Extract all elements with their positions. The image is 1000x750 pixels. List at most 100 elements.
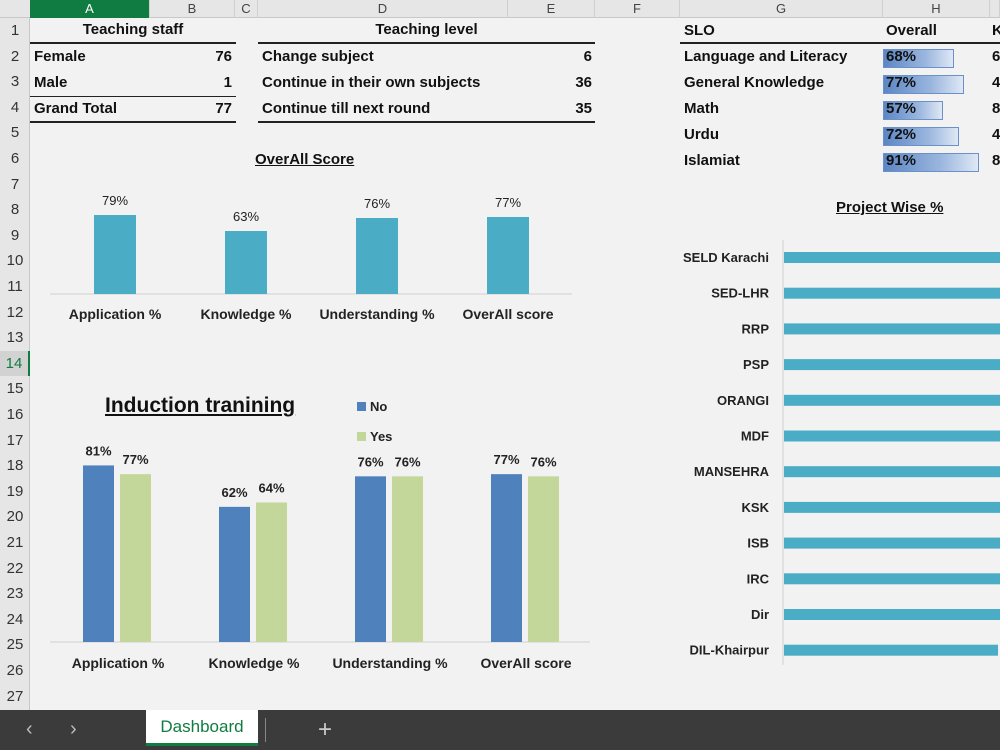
row-header-4[interactable]: 4	[10, 98, 20, 116]
column-header-bar: A B C D E F G H	[0, 0, 1000, 18]
column-header-h[interactable]: H	[883, 0, 990, 18]
row-header-9[interactable]: 9	[10, 226, 20, 244]
overall-score-data-label: 77%	[495, 195, 521, 210]
row-header-14[interactable]: 14	[0, 350, 30, 377]
project-wise-bar	[784, 252, 1000, 263]
column-header-b[interactable]: B	[150, 0, 235, 18]
induction-training-chart: 81% 77% Application % 62% 64% Knowledge % 76% 7…	[50, 399, 590, 671]
row-header-23[interactable]: 23	[6, 585, 24, 603]
project-wise-category-label: SED-LHR	[711, 286, 769, 301]
induction-data-label: 77%	[122, 452, 148, 467]
overall-score-category-label: Knowledge %	[200, 306, 292, 322]
row-header-25[interactable]: 25	[6, 636, 24, 654]
slo-next-col-value: 6	[992, 48, 1000, 65]
row-header-15[interactable]: 15	[6, 380, 24, 398]
project-wise-category-label: ORANGI	[717, 393, 769, 408]
teaching-staff-total-rule	[30, 96, 236, 97]
row-header-12[interactable]: 12	[6, 303, 24, 321]
overall-score-bar	[356, 218, 398, 294]
row-header-27[interactable]: 27	[6, 687, 24, 705]
teaching-level-label-continue-next: Continue till next round	[262, 100, 431, 117]
scroll-right-icon[interactable]: ›	[70, 718, 77, 740]
row-header-19[interactable]: 19	[6, 482, 24, 500]
slo-overall-value: 68%	[886, 48, 917, 65]
overall-score-bar	[94, 215, 136, 294]
row-header-20[interactable]: 20	[6, 508, 24, 526]
column-header-c[interactable]: C	[235, 0, 258, 18]
column-header-d[interactable]: D	[258, 0, 508, 18]
teaching-staff-header: Teaching staff	[82, 21, 184, 38]
overall-score-data-label: 63%	[233, 209, 259, 224]
slo-next-col-value: 8	[992, 100, 1000, 117]
slo-next-col-header: K	[992, 22, 1000, 39]
teaching-level-label-change: Change subject	[262, 48, 374, 65]
row-header-1[interactable]: 1	[10, 22, 20, 39]
teaching-staff-label-female: Female	[34, 48, 86, 65]
teaching-staff-label-male: Male	[34, 74, 68, 91]
project-wise-bar	[784, 323, 1000, 335]
overall-score-data-label: 76%	[364, 196, 390, 211]
teaching-staff-value-male: 1	[223, 74, 232, 91]
induction-data-label: 77%	[493, 452, 519, 467]
column-header-g[interactable]: G	[680, 0, 883, 18]
row-header-24[interactable]: 24	[6, 610, 24, 628]
slo-overall-databar	[883, 127, 959, 146]
column-header-e[interactable]: E	[508, 0, 595, 18]
induction-bar-yes	[256, 502, 287, 642]
row-header-5[interactable]: 5	[10, 124, 20, 142]
row-header-16[interactable]: 16	[6, 406, 24, 423]
overall-score-category-label: Understanding %	[319, 306, 435, 322]
induction-data-label: 76%	[394, 454, 420, 469]
induction-data-label: 76%	[357, 454, 383, 469]
row-header-26[interactable]: 26	[6, 662, 24, 679]
teaching-staff-label-total: Grand Total	[34, 100, 118, 117]
project-wise-bar	[784, 609, 1000, 620]
induction-legend-label: No	[370, 399, 387, 414]
project-wise-category-label: RRP	[742, 321, 770, 336]
slo-overall-value: 77%	[886, 74, 917, 91]
induction-bar-no	[355, 476, 386, 642]
row-header-3[interactable]: 3	[10, 73, 20, 91]
induction-category-label: OverAll score	[480, 655, 571, 671]
slo-next-col-value: 4	[992, 74, 1000, 91]
sheet-tab-dashboard[interactable]: Dashboard	[146, 710, 258, 746]
project-wise-bar	[784, 537, 1000, 549]
row-header-17[interactable]: 17	[6, 431, 24, 449]
slo-overall-databar	[883, 75, 964, 94]
induction-data-label: 64%	[258, 480, 284, 495]
teaching-level-bottom-rule	[258, 121, 595, 123]
row-header-7[interactable]: 7	[10, 175, 20, 193]
slo-overall-value: 57%	[886, 100, 917, 117]
column-header-f[interactable]: F	[595, 0, 680, 18]
slo-overall-databar	[883, 153, 979, 172]
slo-next-col-value: 8	[992, 152, 1000, 169]
project-wise-category-label: MDF	[741, 429, 769, 444]
teaching-staff-bottom-rule	[30, 121, 236, 123]
row-header-8[interactable]: 8	[10, 201, 20, 219]
row-header-22[interactable]: 22	[6, 559, 24, 577]
add-sheet-icon[interactable]: +	[318, 716, 333, 743]
induction-legend-swatch	[357, 432, 366, 441]
slo-overall-value: 91%	[886, 152, 917, 169]
row-header-6[interactable]: 6	[10, 150, 20, 167]
column-header-i[interactable]	[990, 0, 1000, 18]
project-wise-category-label: IRC	[747, 571, 770, 586]
scroll-left-icon[interactable]: ‹	[26, 718, 33, 740]
row-header-strip: 1 2 3 4 5 6 7 8 9 10 11 12 13 14 15 16 17 18 19 20 21 22 23 24 2…	[0, 18, 30, 710]
induction-bar-no	[219, 506, 250, 642]
project-wise-category-label: MANSEHRA	[694, 464, 770, 479]
row-header-18[interactable]: 18	[6, 457, 24, 475]
project-wise-bar	[784, 573, 1000, 585]
overall-score-chart: 79% Application % 63% Knowledge % 76% Underst…	[50, 193, 572, 322]
teaching-level-header: Teaching level	[375, 21, 478, 38]
row-header-2[interactable]: 2	[10, 47, 20, 65]
induction-chart-title: Induction tranining	[105, 394, 296, 417]
row-header-21[interactable]: 21	[6, 534, 24, 551]
row-header-11[interactable]: 11	[7, 278, 23, 295]
row-header-10[interactable]: 10	[6, 252, 24, 270]
project-wise-bar	[784, 287, 1000, 299]
column-header-a[interactable]: A	[30, 0, 150, 18]
induction-legend-swatch	[357, 402, 366, 411]
induction-bar-no	[83, 465, 114, 642]
row-header-13[interactable]: 13	[6, 329, 24, 347]
